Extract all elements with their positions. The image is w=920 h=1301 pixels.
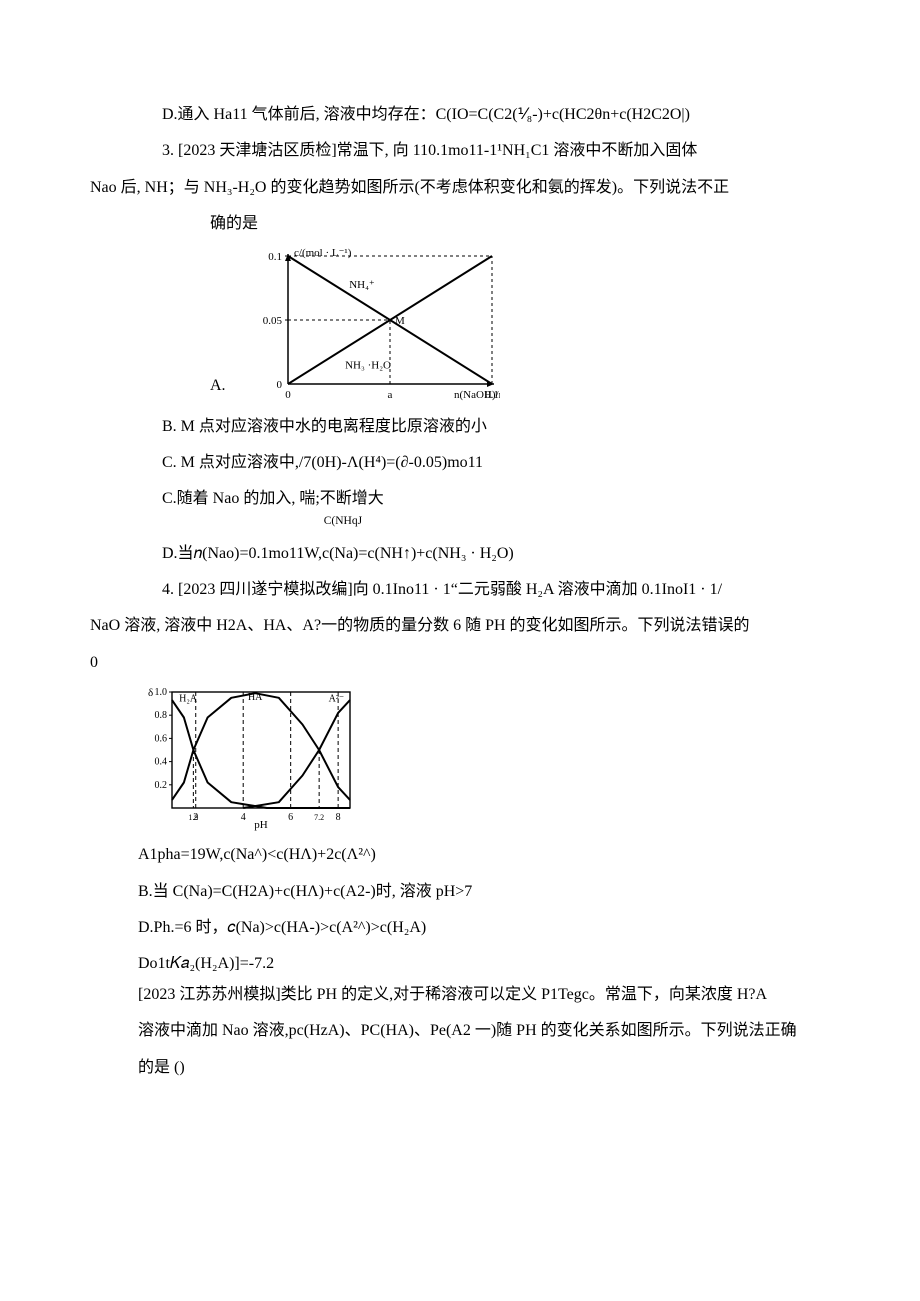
svg-text:0.8: 0.8 xyxy=(155,710,168,721)
q3-opt-c: C. M 点对应溶液中,/7(0H)-Λ(H⁴)=(∂-0.05)mo11 xyxy=(90,448,830,478)
q4-chart: 0.20.40.60.81.01.92467.28pHδH₂AHA⁻A²⁻ xyxy=(138,684,358,834)
q3-stem-2: Nao 后, NH；与 NH₃-H₂O 的变化趋势如图所示(不考虑体积变化和氨的… xyxy=(90,173,830,203)
svg-text:0.05: 0.05 xyxy=(262,315,282,327)
q4-opt-a: A1pha=19W,c(Na^)<c(HΛ)+2c(Λ²^) xyxy=(90,840,830,870)
q3-stem-3: 确的是 xyxy=(90,209,830,239)
q4-figure-row: 0.20.40.60.81.01.92467.28pHδH₂AHA⁻A²⁻ xyxy=(138,684,830,834)
q5-stem-3: 的是 () xyxy=(90,1053,830,1083)
q2-opt-d: D.通入 Ha11 气体前后, 溶液中均存在：C(IO=C(C2(⅟₈-)+c(… xyxy=(90,100,830,130)
q4-stem-2: NaO 溶液, 溶液中 H2A、HA、A?一的物质的量分数 6 随 PH 的变化… xyxy=(90,611,830,641)
q4-stem-1: 4. [2023 四川遂宁模拟改编]向 0.1Ino11 · 1“二元弱酸 H₂… xyxy=(90,575,830,605)
svg-text:0.1: 0.1 xyxy=(268,251,282,263)
svg-text:a: a xyxy=(387,389,392,401)
q4-opt-do: Do1t𝐾𝑎₂(H₂A)]=-7.2 xyxy=(90,949,830,979)
q3-opt-b: B. M 点对应溶液中水的电离程度比原溶液的小 xyxy=(90,412,830,442)
svg-text:8: 8 xyxy=(336,812,341,823)
svg-text:M: M xyxy=(395,315,405,327)
svg-text:0.4: 0.4 xyxy=(155,757,168,768)
q3-chart: 00.050.10a0.1c/(mol · L⁻¹)n(NaOH)/molNH₄… xyxy=(240,246,500,406)
q4-opt-d: D.Ph.=6 时，𝑐(Na)>c(HA-)>c(A²^)>c(H₂A) xyxy=(90,913,830,943)
svg-text:0: 0 xyxy=(285,389,291,401)
q3-opt-c2: C.随着 Nao 的加入, 喘;不断增大 xyxy=(162,490,384,507)
svg-text:7.2: 7.2 xyxy=(314,813,324,822)
svg-text:n(NaOH)/mol: n(NaOH)/mol xyxy=(454,389,500,401)
svg-text:4: 4 xyxy=(241,812,246,823)
q4-stem-3: 0 xyxy=(90,648,830,678)
svg-text:c/(mol · L⁻¹): c/(mol · L⁻¹) xyxy=(294,247,352,259)
svg-text:pH: pH xyxy=(254,819,268,831)
svg-text:6: 6 xyxy=(288,812,293,823)
svg-text:NH₄⁺: NH₄⁺ xyxy=(349,279,375,291)
page-root: D.通入 Ha11 气体前后, 溶液中均存在：C(IO=C(C2(⅟₈-)+c(… xyxy=(0,0,920,1301)
q5-stem-2: 溶液中滴加 Nao 溶液,pc(HzA)、PC(HA)、Pe(A2 一)随 PH… xyxy=(90,1016,830,1046)
q3-opt-a-marker: A. xyxy=(210,371,226,405)
svg-text:2: 2 xyxy=(193,812,198,823)
svg-text:0.2: 0.2 xyxy=(155,780,168,791)
svg-text:HA⁻: HA⁻ xyxy=(248,692,268,703)
q3-opt-c2-sub: C(NHqJ xyxy=(302,511,384,533)
q5-stem-1: [2023 江苏苏州模拟]类比 PH 的定义,对于稀溶液可以定义 P1Tegc。… xyxy=(90,980,830,1010)
q4-opt-b: B.当 C(Na)=C(H2A)+c(HΛ)+c(A2-)时, 溶液 pH>7 xyxy=(90,877,830,907)
svg-text:0.6: 0.6 xyxy=(155,734,168,745)
q3-opt-c2-wrap: C.随着 Nao 的加入, 喘;不断增大 C(NHqJ xyxy=(90,484,384,532)
svg-text:δ: δ xyxy=(148,687,153,699)
svg-text:A²⁻: A²⁻ xyxy=(329,693,345,704)
svg-text:H₂A: H₂A xyxy=(179,693,198,704)
q3-opt-d: D.当𝑛(Nao)=0.1mo11W,c(Na)=c(NH↑)+c(NH₃ · … xyxy=(90,539,830,569)
svg-text:0: 0 xyxy=(276,379,282,391)
svg-text:NH₃ ·H₂O: NH₃ ·H₂O xyxy=(345,359,391,371)
q3-figure-row: A. 00.050.10a0.1c/(mol · L⁻¹)n(NaOH)/mol… xyxy=(210,246,830,406)
svg-text:1.0: 1.0 xyxy=(155,687,168,698)
q3-stem-1: 3. [2023 天津塘沽区质检]常温下, 向 110.1mo11-1¹NH₁C… xyxy=(90,136,830,166)
